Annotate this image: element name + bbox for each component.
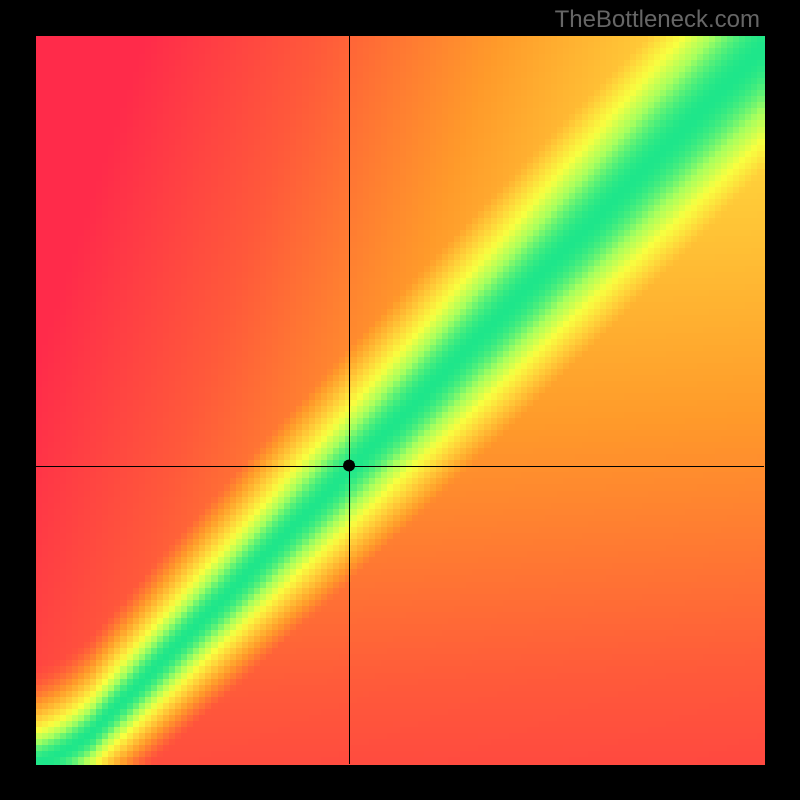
bottleneck-heatmap — [0, 0, 800, 800]
watermark-text: TheBottleneck.com — [555, 6, 760, 34]
chart-stage: TheBottleneck.com — [0, 0, 800, 800]
